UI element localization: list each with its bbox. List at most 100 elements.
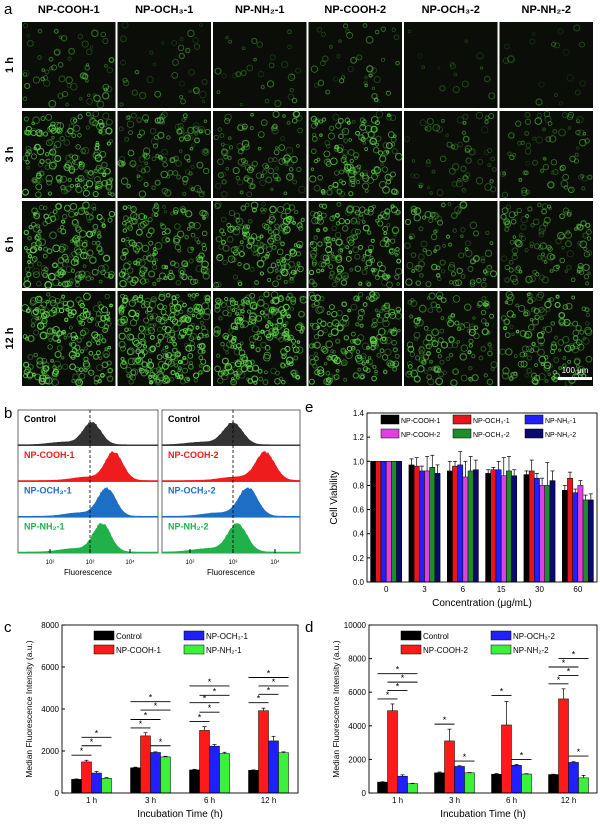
cell-signal bbox=[501, 255, 508, 262]
cell-signal bbox=[531, 318, 540, 326]
cell-signal bbox=[22, 155, 28, 161]
cell-signal bbox=[580, 220, 587, 227]
significance-mark: * bbox=[80, 746, 84, 756]
cell-signal bbox=[71, 378, 76, 384]
cell-signal bbox=[473, 332, 480, 340]
cell-signal bbox=[138, 91, 147, 100]
cell-signal bbox=[47, 191, 52, 196]
cell-signal bbox=[127, 357, 136, 366]
cell-signal bbox=[249, 292, 255, 299]
cell-signal bbox=[199, 23, 204, 28]
cell-signal bbox=[171, 347, 178, 354]
cell-signal bbox=[296, 261, 301, 266]
cell-signal bbox=[136, 164, 144, 173]
cell-signal bbox=[439, 259, 446, 266]
cell-signal bbox=[507, 293, 515, 302]
cell-signal bbox=[356, 54, 363, 61]
cell-signal bbox=[315, 268, 321, 274]
cell-signal bbox=[92, 206, 97, 211]
column-header: NP-OCH₃-2 bbox=[422, 4, 480, 16]
cell-signal bbox=[541, 252, 545, 257]
micrograph-background bbox=[499, 111, 593, 198]
cell-signal bbox=[414, 355, 421, 361]
cell-signal bbox=[378, 264, 387, 273]
cell-signal bbox=[236, 368, 243, 376]
cell-signal bbox=[521, 189, 528, 197]
cell-signal bbox=[270, 291, 279, 299]
cell-signal bbox=[534, 363, 538, 368]
cell-signal bbox=[311, 261, 317, 267]
cell-signal bbox=[295, 374, 301, 380]
cell-signal bbox=[120, 318, 128, 326]
cell-signal bbox=[164, 189, 172, 197]
cell-signal bbox=[469, 221, 477, 229]
cell-signal bbox=[352, 246, 360, 254]
cell-signal bbox=[259, 234, 264, 239]
cell-signal bbox=[525, 161, 531, 166]
cell-signal bbox=[32, 241, 37, 247]
x-tick-label: 1 h bbox=[86, 796, 97, 805]
cell-signal bbox=[47, 272, 56, 281]
cell-signal bbox=[343, 377, 348, 382]
cell-signal bbox=[63, 335, 68, 340]
cell-signal bbox=[313, 341, 321, 349]
cell-signal bbox=[431, 328, 440, 337]
cell-signal bbox=[215, 235, 223, 243]
cell-signal bbox=[392, 366, 398, 372]
cell-signal bbox=[485, 265, 493, 273]
cell-signal bbox=[102, 83, 110, 91]
cell-signal bbox=[281, 222, 289, 231]
cell-signal bbox=[484, 183, 492, 191]
cell-signal bbox=[179, 206, 187, 213]
cell-signal bbox=[52, 209, 58, 214]
cell-signal bbox=[485, 322, 490, 327]
cell-signal bbox=[240, 70, 247, 77]
cell-signal bbox=[390, 206, 398, 214]
tick-label: 10³ bbox=[86, 560, 95, 566]
cell-signal bbox=[522, 170, 528, 176]
x-tick-label: 3 h bbox=[449, 796, 460, 805]
cell-signal bbox=[201, 99, 206, 104]
cell-signal bbox=[48, 66, 54, 71]
bar bbox=[534, 477, 540, 583]
cell-signal bbox=[297, 265, 304, 273]
bar bbox=[457, 464, 464, 583]
cell-signal bbox=[120, 59, 126, 66]
cell-signal bbox=[201, 349, 206, 354]
cell-signal bbox=[396, 258, 402, 264]
cell-signal bbox=[539, 342, 544, 347]
cell-signal bbox=[508, 259, 514, 265]
y-tick-label: 6000 bbox=[41, 663, 59, 672]
cell-signal bbox=[451, 342, 458, 349]
histogram-curve bbox=[17, 522, 159, 554]
cell-signal bbox=[143, 166, 151, 173]
cell-signal bbox=[201, 210, 209, 219]
cell-signal bbox=[251, 319, 257, 325]
cell-signal bbox=[362, 23, 368, 28]
cell-signal bbox=[437, 337, 444, 344]
cell-signal bbox=[320, 320, 327, 328]
cell-signal bbox=[347, 308, 351, 313]
cell-signal bbox=[558, 311, 566, 319]
cell-signal bbox=[201, 328, 209, 336]
cell-signal bbox=[68, 325, 73, 330]
cell-signal bbox=[23, 361, 30, 368]
cell-signal bbox=[104, 347, 108, 351]
cell-signal bbox=[74, 281, 80, 288]
cell-signal bbox=[377, 327, 386, 336]
cell-signal bbox=[104, 63, 108, 68]
cell-signal bbox=[565, 302, 573, 310]
cell-signal bbox=[517, 360, 525, 368]
cell-signal bbox=[351, 216, 358, 223]
legend-label: NP-COOH-1 bbox=[401, 418, 440, 425]
cell-signal bbox=[55, 306, 60, 312]
cell-signal bbox=[220, 341, 225, 347]
cell-signal bbox=[504, 220, 510, 225]
histogram-label: NP-OCH₃-1 bbox=[24, 486, 72, 496]
significance-mark: * bbox=[149, 693, 153, 703]
cell-signal bbox=[411, 159, 416, 163]
cell-signal bbox=[49, 148, 57, 156]
cell-signal bbox=[42, 272, 49, 279]
cell-signal bbox=[34, 307, 40, 312]
